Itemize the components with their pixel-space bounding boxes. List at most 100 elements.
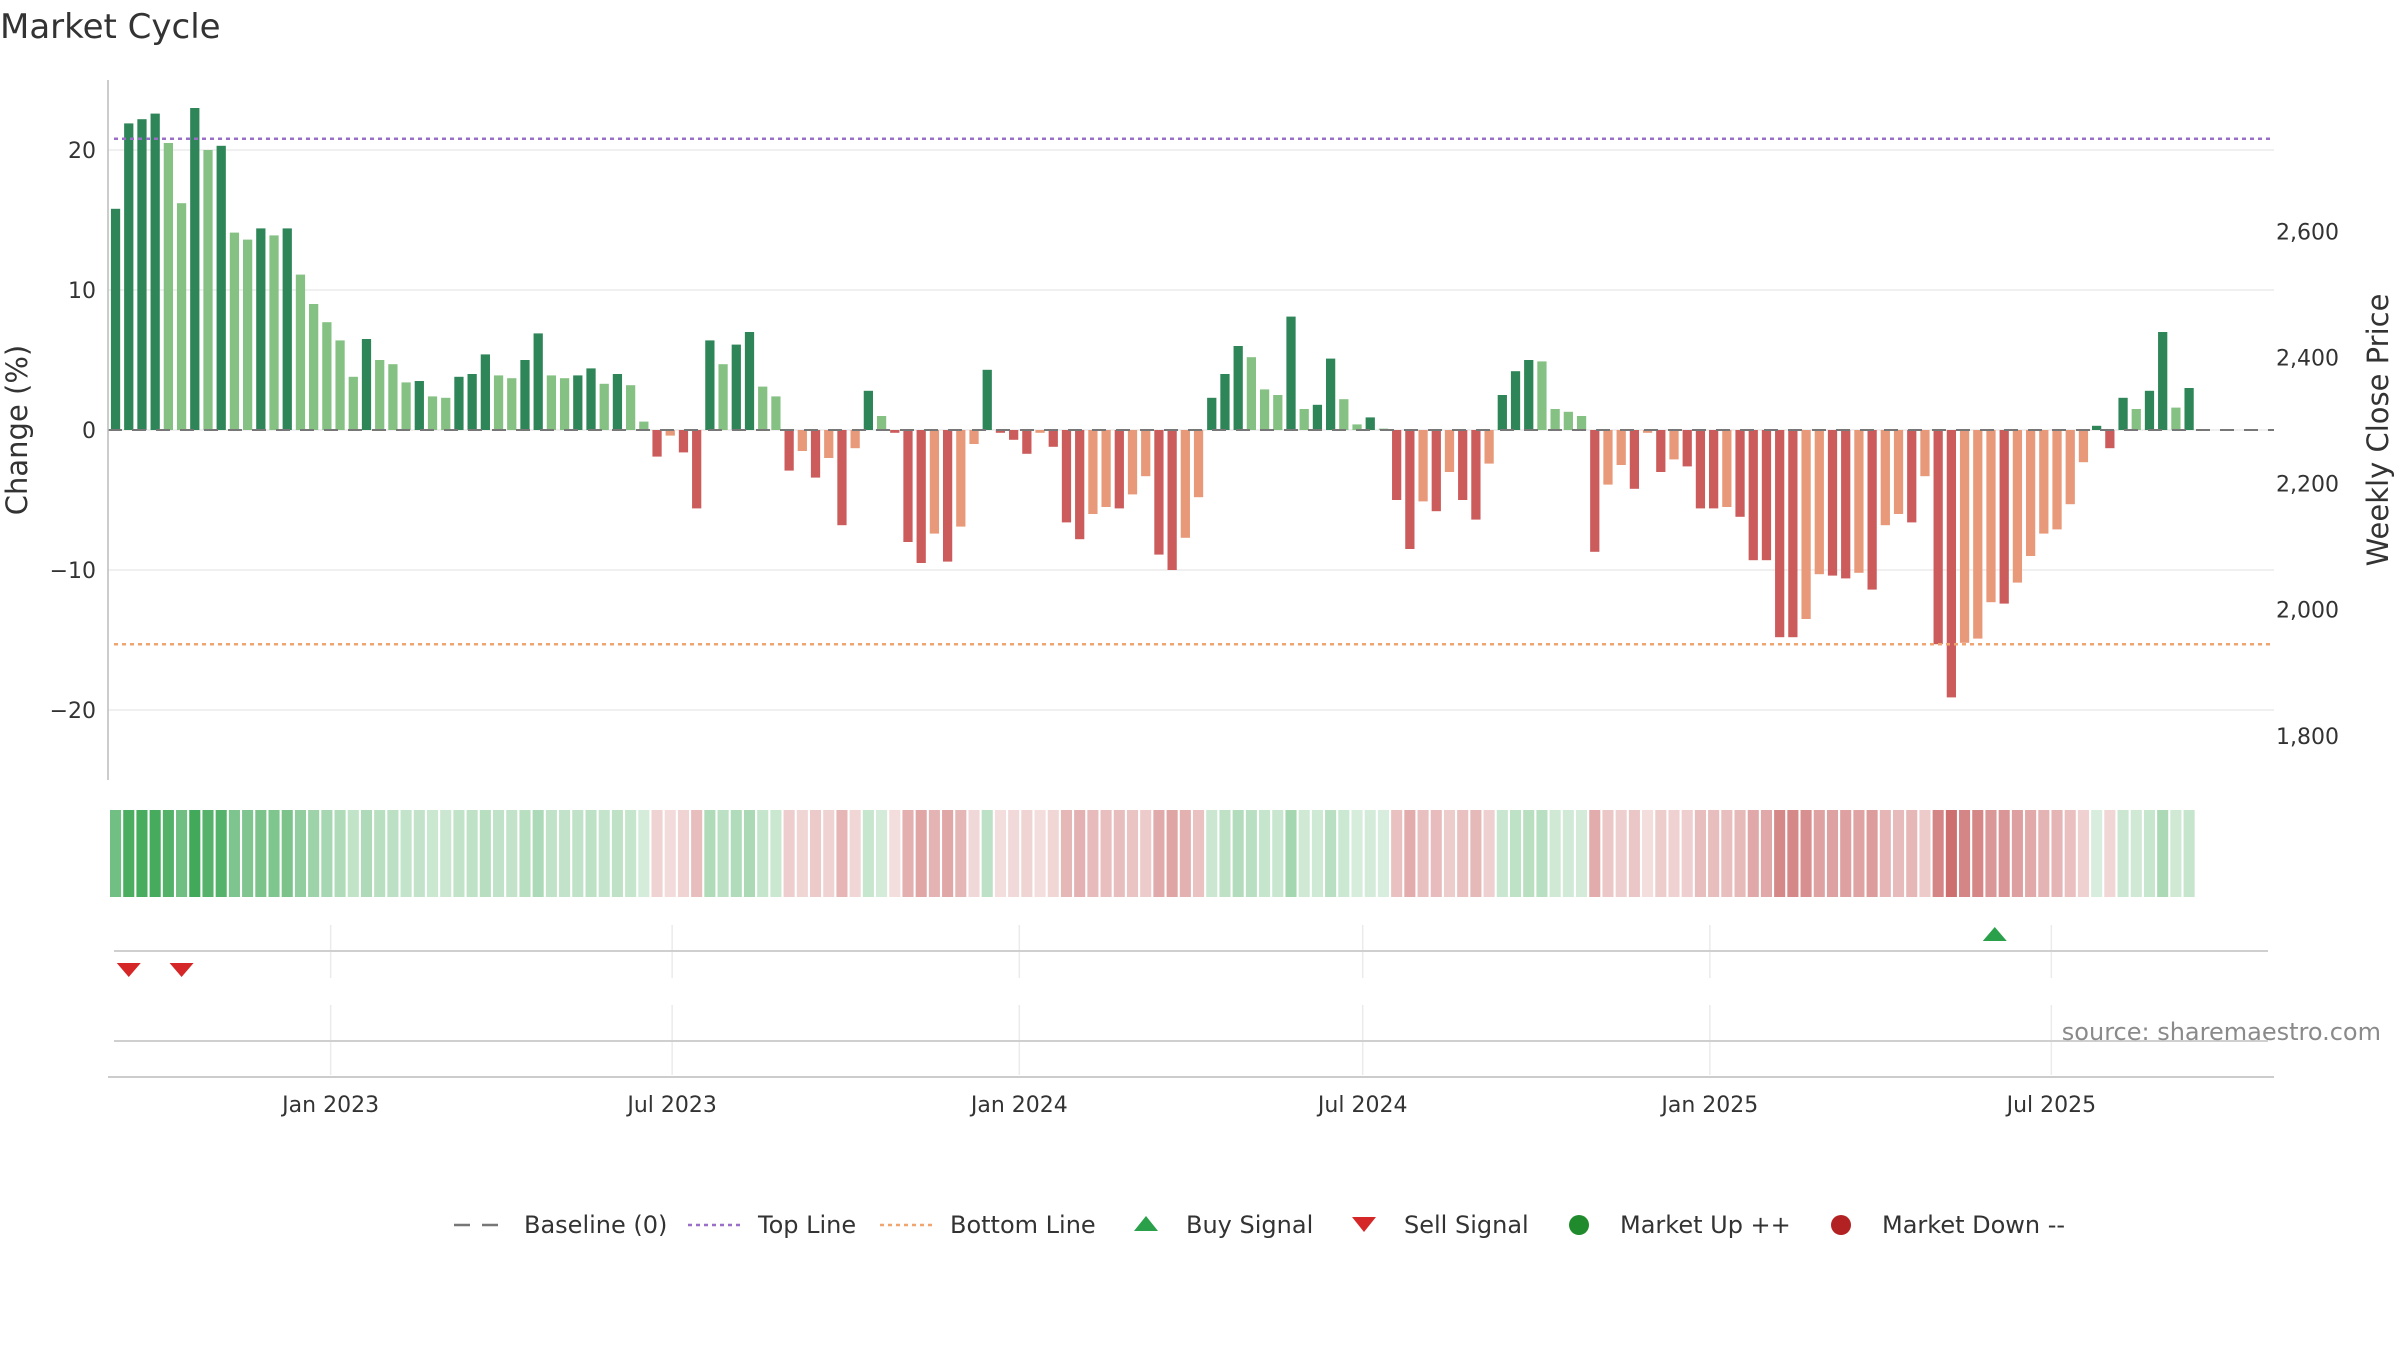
change-bar (599, 383, 609, 430)
legend-label: Bottom Line (950, 1211, 1096, 1239)
heat-cell (770, 810, 782, 897)
change-bar (1035, 430, 1045, 433)
heat-cell (1747, 810, 1759, 897)
change-bar (1220, 374, 1230, 430)
change-bar (1088, 430, 1098, 514)
chart-title: Market Cycle (0, 7, 221, 47)
heat-cell (1945, 810, 1957, 897)
change-bar (1946, 430, 1956, 698)
heat-cell (1523, 810, 1535, 897)
heat-cell (849, 810, 861, 897)
change-bar (1418, 430, 1428, 502)
heat-cell (1840, 810, 1852, 897)
change-bar (1788, 430, 1798, 638)
change-bar (1959, 430, 1970, 643)
change-bar (1299, 409, 1309, 430)
heat-cell (2051, 810, 2063, 897)
heat-cell (215, 810, 227, 897)
legend-label: Baseline (0) (524, 1211, 667, 1239)
sell-signal-marker (116, 963, 141, 977)
change-bar (1748, 430, 1758, 561)
change-bar (876, 416, 887, 430)
change-bar (480, 354, 490, 430)
heat-cell (255, 810, 267, 897)
heat-cell (149, 810, 161, 897)
heat-cell (1892, 810, 1905, 897)
heat-cell (334, 810, 346, 897)
heat-cell (136, 810, 148, 897)
heat-cell (2104, 810, 2116, 897)
change-bar (2065, 430, 2075, 505)
heat-cell (783, 810, 795, 897)
change-bar (1458, 430, 1468, 500)
change-bar (216, 145, 226, 431)
change-bar (982, 369, 992, 430)
heat-cell (1417, 810, 1429, 897)
heat-cell (955, 810, 967, 897)
heat-cell (1483, 810, 1495, 897)
change-bar (956, 430, 966, 527)
heat-cell (2077, 810, 2089, 897)
heat-cell (1404, 810, 1416, 897)
change-bar (626, 385, 636, 430)
heat-cell (1232, 810, 1244, 897)
y-axis-title: Change (%) (0, 345, 34, 515)
change-bar (1352, 424, 1362, 430)
change-bar (1999, 430, 2009, 604)
legend-item: Market Up ++ (1569, 1211, 1791, 1239)
heat-cell (1615, 810, 1627, 897)
triangle-up-icon (1134, 1216, 1158, 1231)
change-bar (137, 119, 147, 430)
heat-cell (413, 810, 425, 897)
heat-cell (1919, 810, 1931, 897)
change-bar (414, 381, 424, 430)
heat-cell (1272, 810, 1284, 897)
change-bar (784, 430, 794, 471)
circle-green-icon (1569, 1215, 1589, 1235)
heat-cell (321, 810, 333, 897)
heat-cell (717, 810, 729, 897)
change-bar (2131, 409, 2141, 430)
change-bar (1880, 430, 1890, 526)
change-bar (2052, 430, 2062, 530)
change-bar (1233, 346, 1243, 430)
heat-cell (1826, 810, 1839, 897)
change-bar (850, 430, 860, 449)
heat-cell (1985, 810, 1997, 897)
legend: Baseline (0) Top Line Bottom Line Buy Signa… (454, 1211, 2065, 1239)
change-bar (837, 430, 847, 526)
change-bar (1009, 430, 1019, 440)
heat-cell (493, 810, 505, 897)
change-bar (1722, 430, 1732, 507)
change-bar (375, 360, 385, 430)
change-bar (1101, 430, 1111, 507)
change-bar (1193, 430, 1204, 498)
change-bar (493, 375, 504, 430)
y-tick-label: 0 (82, 419, 96, 444)
heat-cell (1879, 810, 1891, 897)
change-bar (1590, 430, 1600, 552)
heat-cell (1021, 810, 1033, 897)
change-bar (1048, 430, 1058, 447)
heat-cell (2025, 810, 2037, 897)
heat-cell (347, 810, 359, 897)
change-bar (295, 274, 306, 430)
heat-cell (1760, 810, 1772, 897)
heat-cell (1430, 810, 1442, 897)
heat-cell (836, 810, 848, 897)
change-bar (150, 113, 160, 430)
change-bar (1471, 430, 1481, 520)
change-bar (718, 364, 728, 430)
heat-cell (862, 810, 874, 897)
heat-cell (506, 810, 518, 897)
change-bar (269, 235, 279, 430)
y2-tick-label: 1,800 (2276, 725, 2339, 750)
change-bar (797, 430, 807, 451)
change-bar (1312, 404, 1323, 430)
change-bar (731, 344, 741, 430)
heat-cell (1813, 810, 1825, 897)
heat-cell (110, 810, 122, 897)
heat-cell (611, 810, 623, 897)
change-bar (1735, 430, 1745, 517)
